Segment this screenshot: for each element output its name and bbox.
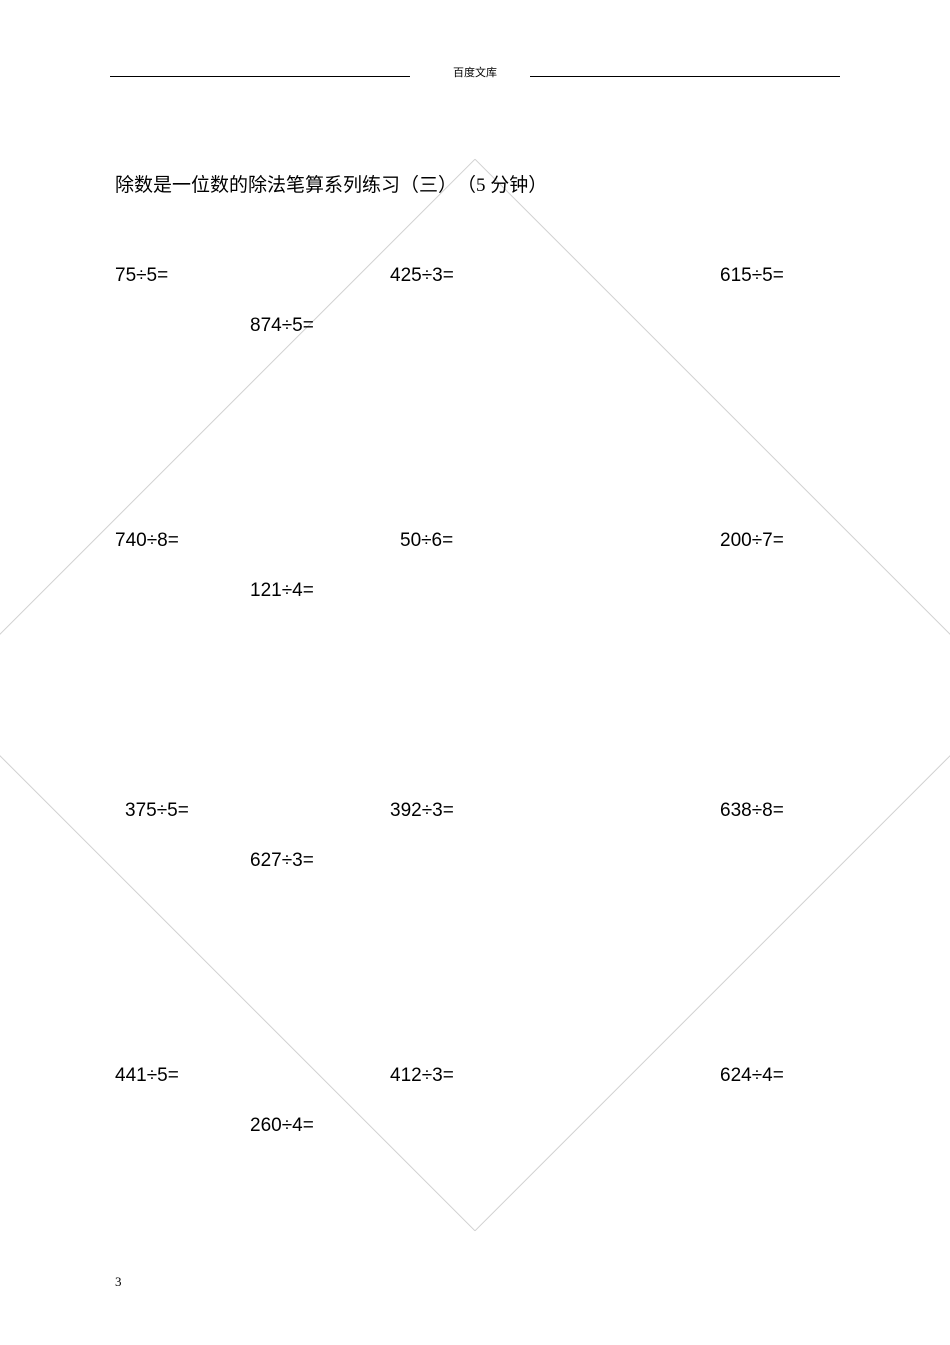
division-problem: 412÷3= <box>390 1065 454 1087</box>
division-problem: 441÷5= <box>115 1065 179 1087</box>
worksheet-title: 除数是一位数的除法笔算系列练习（三） （5 分钟） <box>115 170 547 197</box>
division-problem: 392÷3= <box>390 800 454 822</box>
division-problem: 121÷4= <box>250 580 314 602</box>
division-problem: 425÷3= <box>390 265 454 287</box>
division-problem: 615÷5= <box>720 265 784 287</box>
header-title: 百度文库 <box>445 64 505 80</box>
division-problem: 740÷8= <box>115 530 179 552</box>
diamond-watermark <box>0 0 950 1345</box>
header-rule-left <box>110 76 410 77</box>
division-problem: 75÷5= <box>115 265 168 287</box>
page-header: 百度文库 <box>110 62 840 82</box>
division-problem: 260÷4= <box>250 1115 314 1137</box>
division-problem: 200÷7= <box>720 530 784 552</box>
division-problem: 627÷3= <box>250 850 314 872</box>
header-rule-right <box>530 76 840 77</box>
division-problem: 874÷5= <box>250 315 314 337</box>
division-problem: 50÷6= <box>400 530 453 552</box>
division-problem: 624÷4= <box>720 1065 784 1087</box>
page-number: 3 <box>115 1274 122 1290</box>
division-problem: 375÷5= <box>125 800 189 822</box>
division-problem: 638÷8= <box>720 800 784 822</box>
